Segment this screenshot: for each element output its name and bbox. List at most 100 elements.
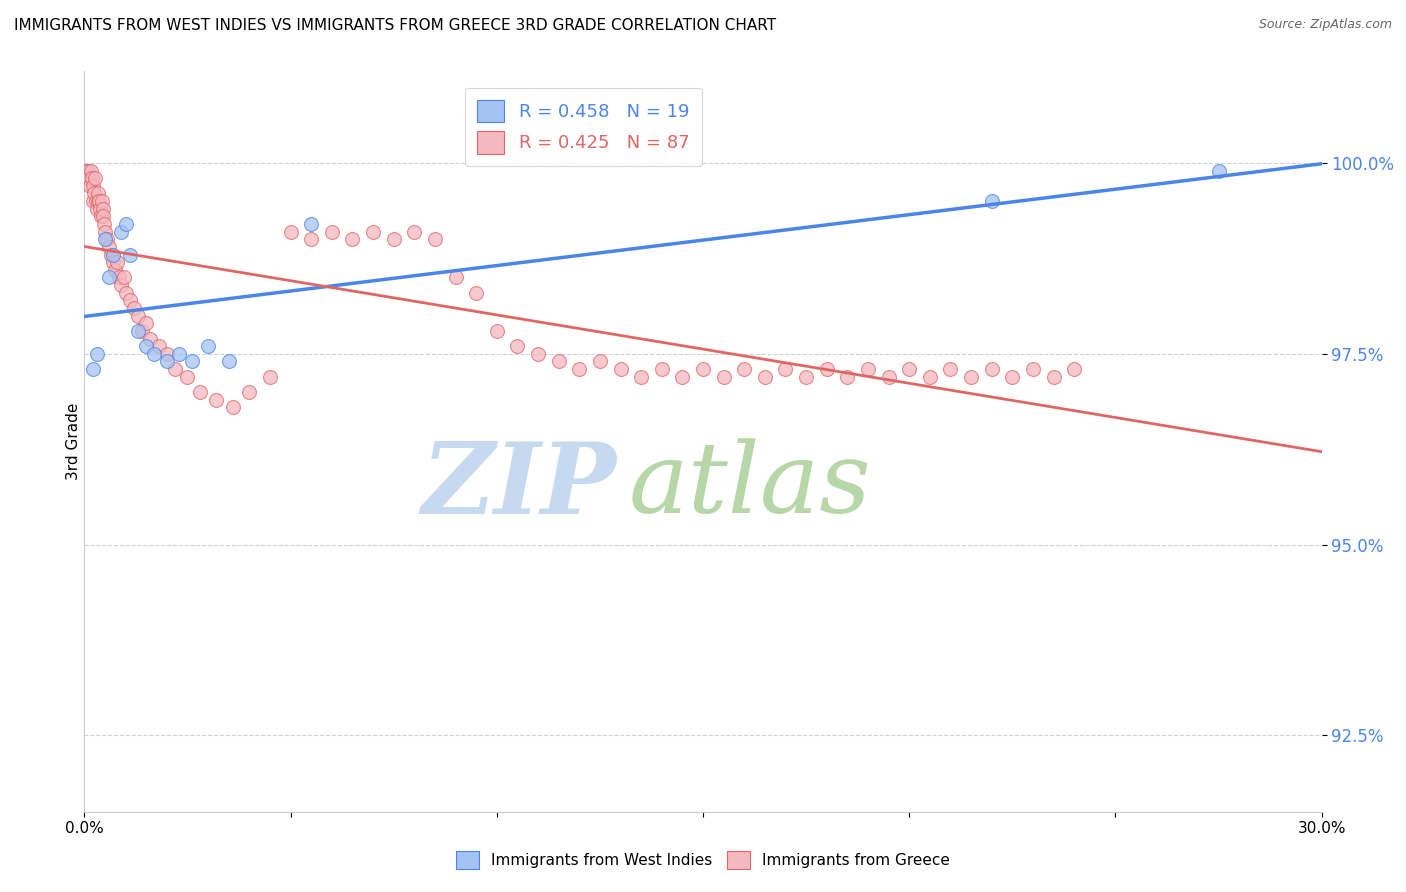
Point [423,232,446,246]
Point [589,354,612,368]
Point [692,362,714,376]
Point [1208,163,1230,178]
Point [733,362,755,376]
Point [84,194,107,208]
Point [815,362,838,376]
Point [90,194,112,208]
Text: ZIP: ZIP [422,438,616,534]
Point [1022,362,1045,376]
Point [156,347,179,361]
Point [1063,362,1085,376]
Point [96,232,118,246]
Point [91,202,114,216]
Text: atlas: atlas [628,438,872,533]
Point [139,331,162,345]
Point [980,362,1002,376]
Point [103,255,125,269]
Point [568,362,591,376]
Point [630,369,652,384]
Point [135,316,157,330]
Point [837,369,859,384]
Point [77,163,100,178]
Point [86,347,108,361]
Point [444,270,467,285]
Point [108,270,131,285]
Point [1042,369,1064,384]
Point [98,270,121,285]
Point [180,354,202,368]
Point [118,293,141,308]
Y-axis label: 3rd Grade: 3rd Grade [66,403,80,480]
Point [918,369,941,384]
Point [79,171,101,186]
Point [114,217,136,231]
Point [280,225,302,239]
Text: Source: ZipAtlas.com: Source: ZipAtlas.com [1258,18,1392,31]
Point [485,324,508,338]
Point [877,369,900,384]
Legend: R = 0.458   N = 19, R = 0.425   N = 87: R = 0.458 N = 19, R = 0.425 N = 87 [464,87,702,166]
Point [89,202,111,216]
Point [100,247,122,261]
Point [465,285,488,300]
Point [91,210,114,224]
Point [342,232,364,246]
Point [83,186,105,201]
Point [197,339,219,353]
Point [86,202,108,216]
Point [188,384,211,399]
Point [382,232,405,246]
Point [165,362,187,376]
Point [671,369,693,384]
Point [90,210,112,224]
Point [404,225,426,239]
Point [94,232,117,246]
Point [794,369,817,384]
Point [167,347,190,361]
Point [148,339,170,353]
Point [112,270,135,285]
Point [84,171,107,186]
Point [122,301,145,315]
Point [82,194,104,208]
Point [79,178,101,193]
Point [93,217,115,231]
Point [82,178,104,193]
Point [127,309,149,323]
Point [76,171,98,186]
Point [104,262,127,277]
Point [856,362,879,376]
Point [80,163,103,178]
Point [143,347,166,361]
Point [222,400,245,414]
Point [131,324,153,338]
Text: IMMIGRANTS FROM WEST INDIES VS IMMIGRANTS FROM GREECE 3RD GRADE CORRELATION CHAR: IMMIGRANTS FROM WEST INDIES VS IMMIGRANT… [14,18,776,33]
Point [713,369,735,384]
Point [321,225,343,239]
Point [299,217,322,231]
Point [105,255,128,269]
Point [94,225,117,239]
Point [118,247,141,261]
Point [980,194,1002,208]
Point [127,324,149,338]
Point [103,247,125,261]
Point [86,194,108,208]
Point [754,369,776,384]
Point [135,339,157,353]
Point [114,285,136,300]
Point [651,362,673,376]
Point [80,171,103,186]
Point [238,384,260,399]
Point [75,163,97,178]
Point [156,354,179,368]
Point [299,232,322,246]
Point [898,362,921,376]
Point [205,392,228,407]
Point [98,240,121,254]
Point [218,354,240,368]
Point [82,362,104,376]
Legend: Immigrants from West Indies, Immigrants from Greece: Immigrants from West Indies, Immigrants … [450,845,956,875]
Point [87,186,110,201]
Point [110,278,132,293]
